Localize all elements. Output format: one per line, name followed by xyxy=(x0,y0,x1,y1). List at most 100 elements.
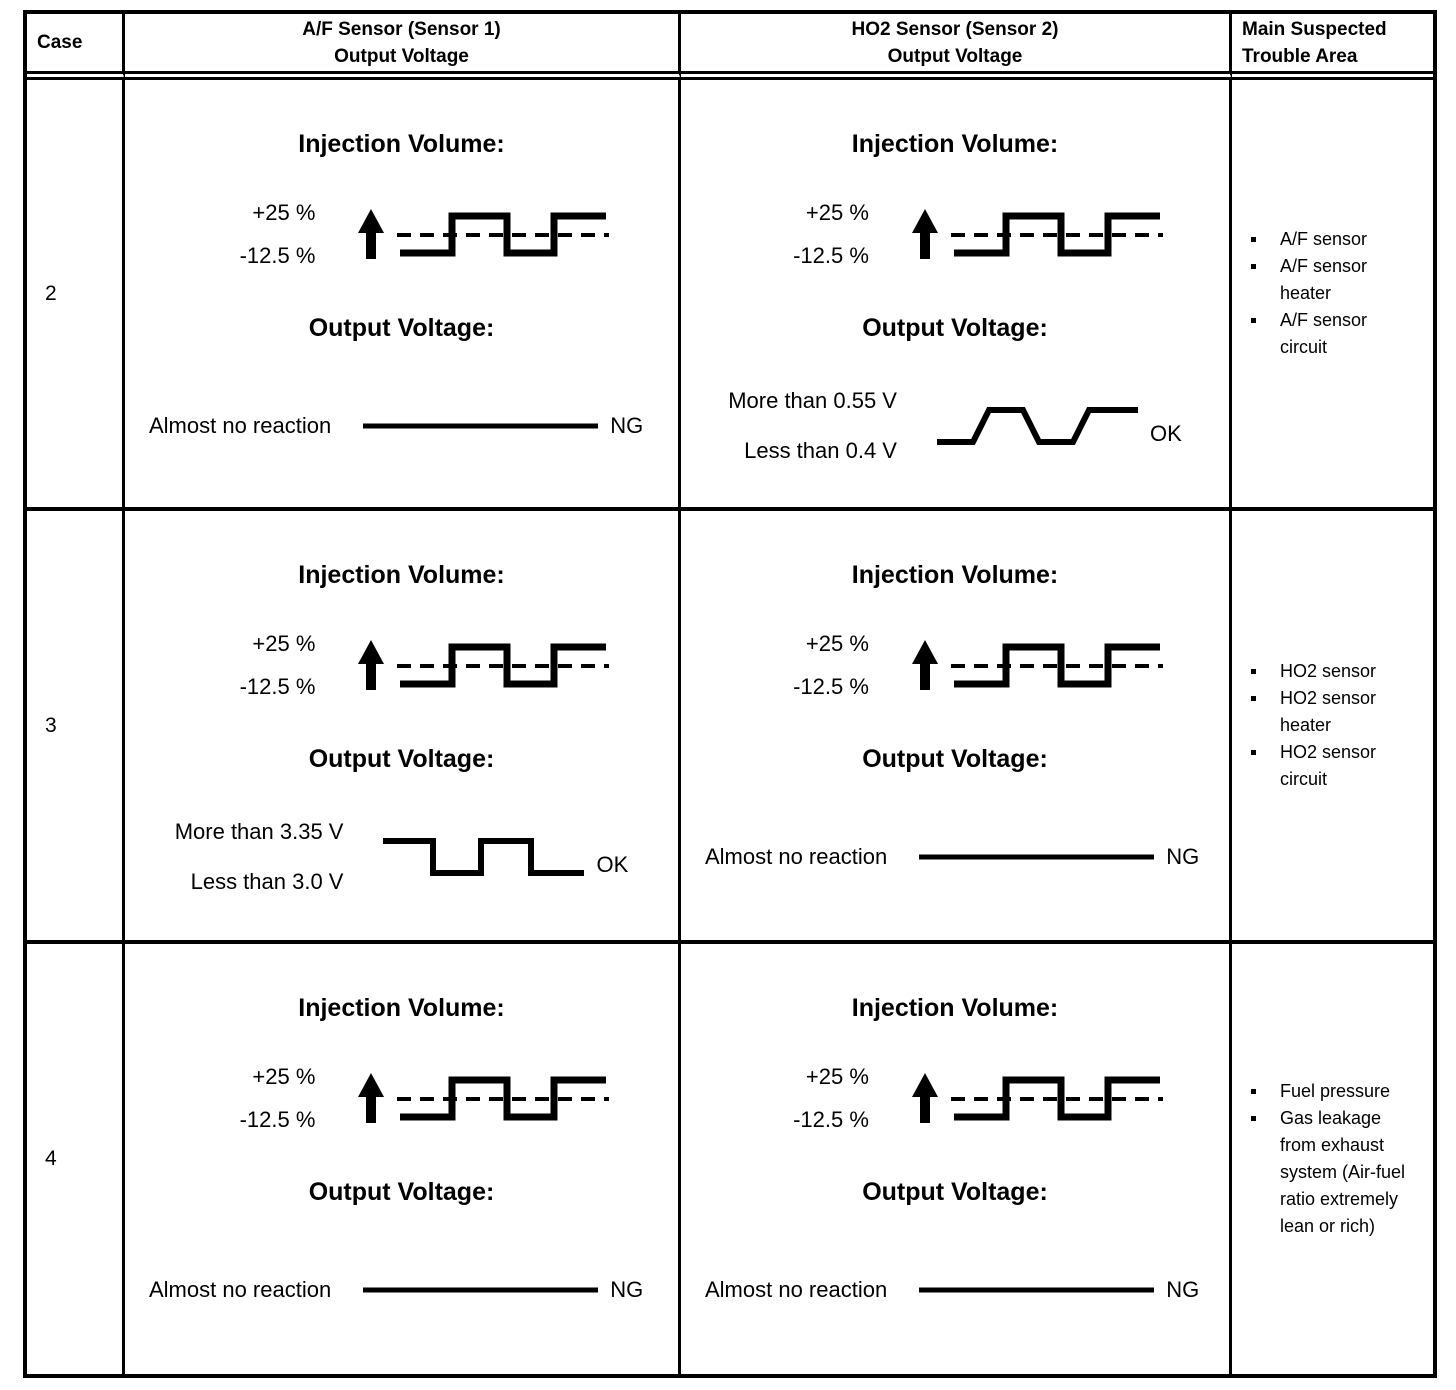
injection-labels: +25 % -12.5 % xyxy=(793,622,869,708)
case-number: 2 xyxy=(45,281,57,305)
header-case: Case xyxy=(27,14,125,80)
header-af-line2: Output Voltage xyxy=(334,45,469,67)
injection-waveform-icon xyxy=(397,212,610,257)
injection-volume-diagram: +25 % -12.5 % xyxy=(793,1058,1163,1138)
trouble-item: A/F sensor circuit xyxy=(1246,307,1411,361)
trouble-item: A/F sensor heater xyxy=(1246,253,1411,307)
injection-high-label: +25 % xyxy=(805,200,869,225)
output-voltage-title: Output Voltage: xyxy=(862,314,1048,342)
af-sensor-cell-case3: Injection Volume: +25 % -12.5 % Output V… xyxy=(125,511,681,944)
more-than-label: More than 0.55 V xyxy=(728,388,897,413)
injection-labels: +25 % -12.5 % xyxy=(240,622,316,708)
up-arrow-icon xyxy=(358,1073,385,1123)
injection-volume-diagram: +25 % -12.5 % xyxy=(240,625,610,705)
result-threshold-ok: More than 0.55 V Less than 0.4 V OK xyxy=(681,376,1229,476)
more-than-label: More than 3.35 V xyxy=(174,819,344,844)
trouble-cell-case4: Fuel pressure Gas leakage from exhaust sy… xyxy=(1232,944,1433,1374)
result-text: Almost no reaction xyxy=(149,413,332,438)
trouble-item: Gas leakage from exhaust system (Air-fue… xyxy=(1246,1105,1411,1240)
header-af-line1: A/F Sensor (Sensor 1) xyxy=(302,18,501,40)
verdict-label: NG xyxy=(610,413,644,438)
injection-volume-diagram: +25 % -12.5 % xyxy=(793,194,1163,274)
header-ho2-line2: Output Voltage xyxy=(887,45,1023,67)
result-no-reaction: Almost no reaction NG xyxy=(125,1277,678,1303)
injection-labels: +25 % -12.5 % xyxy=(793,1055,869,1141)
injection-volume-title: Injection Volume: xyxy=(298,561,505,589)
output-voltage-title: Output Voltage: xyxy=(308,314,495,342)
result-text: Almost no reaction xyxy=(705,1277,888,1302)
case-number-cell-4: 4 xyxy=(27,944,125,1374)
ho2-sensor-cell-case3: Injection Volume: +25 % -12.5 % Output V… xyxy=(681,511,1232,944)
injection-high-label: +25 % xyxy=(252,1064,316,1089)
result-text: Almost no reaction xyxy=(705,844,888,869)
trouble-cell-case2: A/F sensor A/F sensor heater A/F sensor ci… xyxy=(1232,80,1433,511)
case-number-cell-2: 2 xyxy=(27,80,125,511)
result-no-reaction: Almost no reaction NG xyxy=(681,1277,1229,1303)
case-number: 3 xyxy=(45,713,57,737)
result-no-reaction: Almost no reaction NG xyxy=(125,413,678,439)
result-threshold-ok: More than 3.35 V Less than 3.0 V OK xyxy=(125,807,678,907)
verdict-label: NG xyxy=(610,1277,644,1302)
injection-waveform-icon xyxy=(397,1076,610,1121)
injection-volume-diagram: +25 % -12.5 % xyxy=(240,1058,610,1138)
injection-volume-diagram: +25 % -12.5 % xyxy=(240,194,610,274)
output-voltage-title: Output Voltage: xyxy=(862,745,1048,773)
trouble-item: A/F sensor xyxy=(1246,226,1411,253)
verdict-label: OK xyxy=(1149,421,1182,446)
injection-volume-title: Injection Volume: xyxy=(851,994,1059,1022)
injection-low-label: -12.5 % xyxy=(239,674,316,699)
ho2-sensor-cell-case2: Injection Volume: +25 % -12.5 % Output V… xyxy=(681,80,1232,511)
injection-waveform-icon xyxy=(950,212,1163,257)
flat-line-icon xyxy=(919,854,1155,860)
injection-volume-title: Injection Volume: xyxy=(298,994,505,1022)
injection-waveform-icon xyxy=(950,643,1163,688)
injection-high-label: +25 % xyxy=(252,200,316,225)
verdict-label: NG xyxy=(1166,844,1200,869)
result-no-reaction: Almost no reaction NG xyxy=(681,844,1229,870)
ho2-sensor-cell-case4: Injection Volume: +25 % -12.5 % Output V… xyxy=(681,944,1232,1374)
output-voltage-title: Output Voltage: xyxy=(308,745,495,773)
voltage-thresholds: More than 0.55 V Less than 0.4 V xyxy=(728,376,897,476)
injection-volume-title: Injection Volume: xyxy=(851,561,1059,589)
header-af-sensor: A/F Sensor (Sensor 1) Output Voltage xyxy=(125,14,681,80)
injection-waveform-icon xyxy=(950,1076,1163,1121)
trapezoid-waveform-icon xyxy=(936,407,1138,445)
injection-labels: +25 % -12.5 % xyxy=(240,1055,316,1141)
flat-line-icon xyxy=(919,1287,1155,1293)
verdict-label: NG xyxy=(1166,1277,1200,1302)
less-than-label: Less than 3.0 V xyxy=(190,869,344,894)
header-ho2-sensor: HO2 Sensor (Sensor 2) Output Voltage xyxy=(681,14,1232,80)
up-arrow-icon xyxy=(911,1073,938,1123)
injection-volume-diagram: +25 % -12.5 % xyxy=(793,625,1163,705)
square-waveform-icon xyxy=(383,838,585,876)
trouble-item: HO2 sensor heater xyxy=(1246,685,1411,739)
verdict-label: OK xyxy=(596,852,629,877)
injection-low-label: -12.5 % xyxy=(793,243,869,268)
trouble-list: A/F sensor A/F sensor heater A/F sensor ci… xyxy=(1246,226,1411,361)
injection-volume-title: Injection Volume: xyxy=(851,130,1059,158)
case-number: 4 xyxy=(45,1147,57,1170)
injection-low-label: -12.5 % xyxy=(793,674,869,699)
trouble-cell-case3: HO2 sensor HO2 sensor heater HO2 sensor ci… xyxy=(1232,511,1433,944)
injection-labels: +25 % -12.5 % xyxy=(240,191,316,277)
trouble-item: HO2 sensor circuit xyxy=(1246,739,1411,793)
output-voltage-title: Output Voltage: xyxy=(862,1178,1048,1206)
case-number-cell-3: 3 xyxy=(27,511,125,944)
up-arrow-icon xyxy=(358,209,385,259)
trouble-list: Fuel pressure Gas leakage from exhaust sy… xyxy=(1246,1078,1411,1240)
injection-high-label: +25 % xyxy=(252,631,316,656)
up-arrow-icon xyxy=(911,209,938,259)
trouble-item: HO2 sensor xyxy=(1246,658,1411,685)
header-case-label: Case xyxy=(37,32,83,53)
up-arrow-icon xyxy=(911,640,938,690)
flat-line-icon xyxy=(363,423,599,429)
injection-low-label: -12.5 % xyxy=(239,1107,316,1132)
trouble-list: HO2 sensor HO2 sensor heater HO2 sensor ci… xyxy=(1246,658,1411,793)
injection-waveform-icon xyxy=(397,643,610,688)
injection-labels: +25 % -12.5 % xyxy=(793,191,869,277)
injection-volume-title: Injection Volume: xyxy=(298,130,505,158)
injection-high-label: +25 % xyxy=(805,631,869,656)
diagnostic-table: Case A/F Sensor (Sensor 1) Output Voltag… xyxy=(23,10,1437,1378)
header-trouble-area: Main Suspected Trouble Area xyxy=(1232,14,1433,80)
up-arrow-icon xyxy=(358,640,385,690)
